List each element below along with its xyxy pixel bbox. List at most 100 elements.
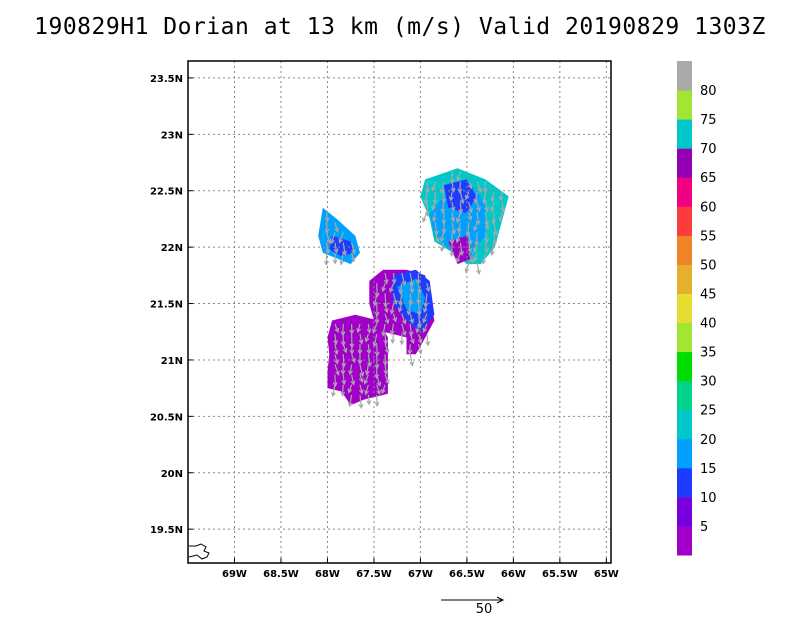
wind-vector xyxy=(409,344,411,354)
wind-vector-head xyxy=(390,338,396,345)
wind-vector xyxy=(389,283,395,292)
wind-vector xyxy=(334,242,338,253)
wind-vector-head xyxy=(423,302,429,308)
colorbar: 5 10 15 20 25 30 35 40 45 50 55 60 65 70 75 80 xyxy=(677,61,717,556)
wind-vector xyxy=(424,293,428,307)
wind-vector-head xyxy=(384,319,390,325)
wind-vector-head xyxy=(464,268,470,274)
wind-vector xyxy=(334,333,337,345)
wind-vector-head xyxy=(374,351,380,357)
wind-vector-head xyxy=(441,198,447,204)
wind-vector-head xyxy=(374,311,380,318)
wind-vector-head xyxy=(340,391,346,397)
wind-vector xyxy=(351,354,356,363)
lon-tick-label: 66W xyxy=(501,569,526,580)
wind-vector-head xyxy=(376,381,382,387)
wind-vector xyxy=(373,333,378,347)
wind-vector-head xyxy=(385,379,390,385)
wind-vector xyxy=(332,384,336,397)
wind-vector-head xyxy=(383,369,389,376)
wind-vector xyxy=(432,181,436,191)
wind-vector-head xyxy=(473,257,478,263)
colorbar-segment xyxy=(677,409,692,440)
wind-vector-head xyxy=(415,279,421,285)
wind-vector xyxy=(384,374,390,384)
wind-vector xyxy=(484,242,489,253)
wind-vector-head xyxy=(392,317,398,323)
wind-vector xyxy=(459,201,462,213)
wind-vector-head xyxy=(333,340,339,346)
ne-purple-spot xyxy=(448,235,472,265)
wind-vector-head xyxy=(389,287,394,293)
longitude-ticks: 69W 68.5W 68W 67.5W 67W 66.5W 66W 65.5W 65W xyxy=(222,558,619,580)
colorbar-segment xyxy=(677,380,692,411)
wind-vector xyxy=(459,242,463,255)
wind-vector xyxy=(417,313,421,328)
wind-vector xyxy=(468,242,471,253)
wind-vector xyxy=(334,354,339,364)
wind-vector xyxy=(348,384,353,393)
wind-vector-head xyxy=(324,217,330,223)
wind-vector-head xyxy=(489,250,495,256)
wind-vector xyxy=(367,323,371,333)
wind-vector-head xyxy=(410,338,415,345)
wind-vector xyxy=(456,211,461,223)
wind-vector-head xyxy=(484,220,490,226)
wind-vector-head xyxy=(383,302,389,308)
lon-tick-label: 66.5W xyxy=(449,569,485,580)
wind-vector-head xyxy=(433,230,439,236)
wind-vector-head xyxy=(441,219,447,225)
lon-tick-label: 68W xyxy=(315,569,340,580)
wind-vector xyxy=(342,354,345,367)
wind-vector-head xyxy=(407,349,413,355)
wind-vector xyxy=(501,201,504,212)
wind-vector-head xyxy=(431,205,436,211)
wind-vector-head xyxy=(376,389,381,396)
wind-vector-head xyxy=(455,257,461,264)
colorbar-segment xyxy=(677,148,692,178)
colorbar-segment xyxy=(677,438,692,469)
wind-vector-head xyxy=(374,292,380,298)
wind-vector-head xyxy=(349,343,355,349)
wind-vector-head xyxy=(457,188,463,194)
wind-vector-head xyxy=(477,187,482,193)
wind-vector-head xyxy=(440,208,446,214)
wind-vector xyxy=(349,394,353,407)
wind-vector-head xyxy=(423,199,429,205)
wind-vector-head xyxy=(431,217,437,223)
wind-vector xyxy=(334,323,339,333)
wind-vector-head xyxy=(415,328,421,334)
wind-vector xyxy=(409,333,414,344)
west-blue-blob xyxy=(318,207,360,265)
wind-vector xyxy=(476,262,480,274)
ne-blue-core xyxy=(443,179,477,214)
wind-vector xyxy=(325,242,329,254)
wind-vector xyxy=(409,272,413,286)
wind-vector-head xyxy=(500,207,506,213)
wind-vector-head xyxy=(398,300,404,306)
wind-vector xyxy=(367,354,371,366)
lon-tick-label: 68.5W xyxy=(263,569,299,580)
wind-vector xyxy=(441,201,445,213)
wind-vector-head xyxy=(382,361,388,367)
colorbar-label: 55 xyxy=(700,229,717,244)
wind-vector-head xyxy=(408,331,414,337)
wind-vector-head xyxy=(484,207,489,213)
lat-tick-label: 20.5N xyxy=(150,412,183,423)
wind-vector xyxy=(473,222,478,231)
wind-vector-head xyxy=(474,241,480,247)
wind-vector-head xyxy=(374,401,380,408)
colorbar-label: 10 xyxy=(700,491,717,506)
wind-vector xyxy=(493,232,496,244)
wind-vector-head xyxy=(324,228,330,234)
wind-vector xyxy=(423,323,428,333)
wind-vector xyxy=(467,222,470,236)
wind-vector-head xyxy=(363,379,369,385)
wind-vector-head xyxy=(425,188,430,194)
wind-vector xyxy=(476,201,481,211)
wind-vector xyxy=(384,293,387,307)
wind-vector xyxy=(476,181,482,192)
colorbar-segment xyxy=(677,467,692,498)
wind-vector xyxy=(340,252,344,265)
wind-vector-head xyxy=(389,330,395,336)
